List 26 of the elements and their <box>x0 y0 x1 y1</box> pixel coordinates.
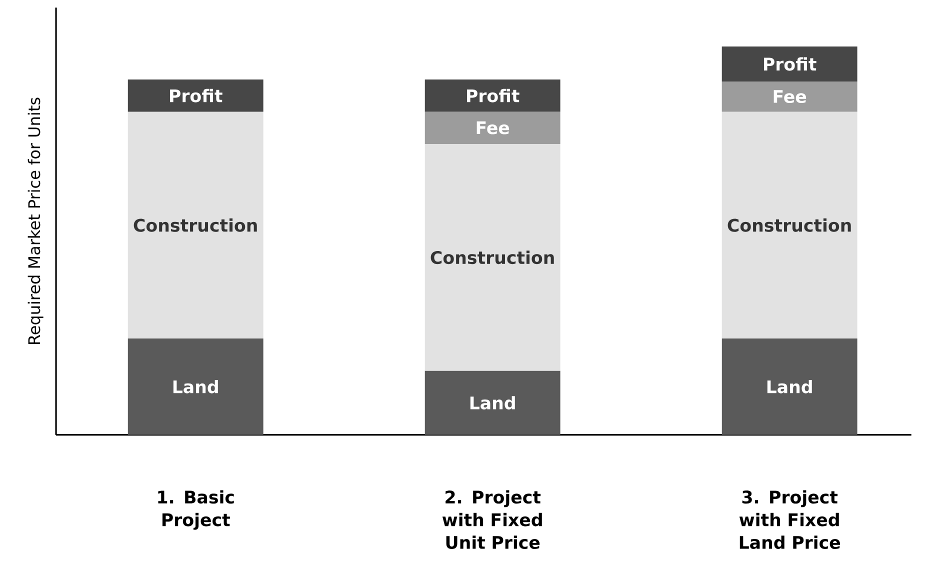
bar <box>722 46 858 82</box>
bar <box>424 144 560 371</box>
series-label: Construction <box>430 250 554 264</box>
x-tick-label: 2. Project with Fixed Unit Price <box>442 490 542 550</box>
series-label: Land <box>470 396 515 410</box>
x-tick-label: 1. Basic Project <box>158 490 234 530</box>
text: Profit <box>764 57 816 71</box>
bar <box>128 80 264 112</box>
bar <box>128 112 264 339</box>
y-axis-title: Required Market Price for Units <box>28 98 44 344</box>
bar <box>424 112 560 144</box>
bar <box>722 112 858 339</box>
bar <box>424 80 560 112</box>
series-label: Profit <box>170 89 222 103</box>
bar <box>722 82 858 112</box>
bar <box>424 370 560 436</box>
x-tick-label: 3. Project with Fixed Land Price <box>739 490 840 550</box>
text: Fee <box>476 122 510 135</box>
text: Construction <box>728 218 851 232</box>
text: Land <box>767 380 812 394</box>
series-label: Fee <box>774 90 806 104</box>
text: Profit <box>467 89 520 103</box>
text: Land <box>173 380 218 394</box>
text: Construction <box>134 218 257 232</box>
bar <box>722 338 858 436</box>
bar <box>128 338 264 436</box>
